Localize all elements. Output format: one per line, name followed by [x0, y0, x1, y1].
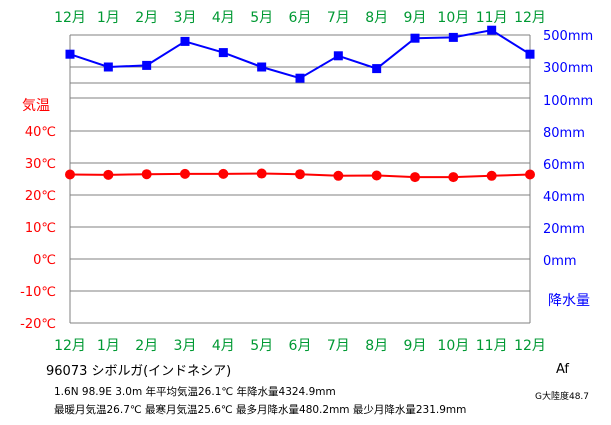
- top-month-label: 10月: [437, 10, 469, 26]
- bottom-month-label: 2月: [135, 338, 158, 354]
- temperature-tick-label: 30℃: [25, 157, 56, 172]
- temperature-series: [65, 168, 535, 183]
- precip-tick-label: 0mm: [543, 254, 577, 269]
- precip-tick-label: 40mm: [543, 190, 585, 205]
- precip-line: [69, 29, 531, 80]
- precip-axis-label: 降水量: [548, 293, 590, 309]
- precip-point: [142, 60, 152, 70]
- precip-tick-label: 60mm: [543, 158, 585, 173]
- top-month-label: 9月: [404, 10, 427, 26]
- station-name: 96073 シボルガ(インドネシア): [46, 364, 232, 379]
- temperature-tick-label: 10℃: [25, 221, 56, 236]
- temperature-tick-label: 20℃: [25, 189, 56, 204]
- precip-point: [257, 62, 267, 72]
- precip-point: [410, 33, 420, 43]
- precip-tick-label: 80mm: [543, 126, 585, 141]
- continentality-index: G大陸度48.7: [535, 392, 590, 402]
- temperature-point: [180, 168, 190, 179]
- temperature-point: [218, 168, 229, 179]
- temperature-tick-label: -10℃: [20, 285, 56, 300]
- bottom-month-label: 5月: [250, 338, 273, 354]
- precip-point: [103, 62, 113, 72]
- top-month-label: 12月: [514, 10, 546, 26]
- temperature-axis-label: 気温: [22, 98, 50, 114]
- precip-point: [372, 64, 382, 74]
- temperature-point: [371, 170, 382, 181]
- top-month-label: 6月: [289, 10, 312, 26]
- precip-point: [333, 51, 343, 61]
- bottom-month-label: 9月: [404, 338, 427, 354]
- precip-point: [487, 25, 497, 35]
- temperature-tick-label: 0℃: [33, 253, 56, 268]
- top-month-labels: 12月 1月 2月 3月 4月 5月 6月 7月 8月 9月 10月 11月 12月: [54, 10, 546, 26]
- bottom-month-label: 11月: [476, 338, 508, 354]
- temperature-tick-labels: 40℃ 30℃ 20℃ 10℃ 0℃ -10℃ -20℃: [20, 125, 56, 332]
- precip-point: [65, 49, 75, 59]
- precip-point: [180, 36, 190, 46]
- precip-point: [218, 48, 228, 58]
- top-month-label: 1月: [97, 10, 120, 26]
- temperature-point: [448, 172, 459, 183]
- top-month-label: 3月: [174, 10, 197, 26]
- temperature-point: [103, 169, 114, 180]
- temperature-point: [525, 169, 535, 180]
- precip-tick-label: 500mm: [543, 29, 593, 44]
- bottom-month-label: 1月: [97, 338, 120, 354]
- temperature-point: [65, 169, 75, 180]
- station-summary: 1.6N 98.9E 3.0m 年平均気温26.1℃ 年降水量4324.9mm: [54, 386, 336, 398]
- precipitation-series: [65, 25, 535, 83]
- top-month-label: 11月: [476, 10, 508, 26]
- temperature-point: [486, 170, 497, 181]
- precip-point: [448, 32, 458, 42]
- bottom-month-label: 12月: [514, 338, 546, 354]
- temperature-point: [295, 169, 305, 180]
- bottom-month-label: 12月: [54, 338, 86, 354]
- precip-tick-label: 20mm: [543, 222, 585, 237]
- bottom-month-label: 10月: [437, 338, 469, 354]
- precip-point: [295, 73, 305, 83]
- top-month-label: 8月: [365, 10, 388, 26]
- bottom-month-label: 4月: [212, 338, 235, 354]
- top-month-label: 2月: [135, 10, 158, 26]
- temperature-tick-label: 40℃: [25, 125, 56, 140]
- temperature-tick-label: -20℃: [20, 317, 56, 332]
- precip-point: [525, 49, 535, 59]
- bottom-month-label: 8月: [365, 338, 388, 354]
- temperature-point: [141, 169, 152, 180]
- climate-class: Af: [556, 362, 570, 377]
- top-month-label: 7月: [327, 10, 350, 26]
- temperature-point: [256, 168, 267, 179]
- bottom-month-label: 3月: [174, 338, 197, 354]
- bottom-month-labels: 12月 1月 2月 3月 4月 5月 6月 7月 8月 9月 10月 11月 12月: [54, 338, 546, 354]
- top-month-label: 5月: [250, 10, 273, 26]
- precip-tick-label: 300mm: [543, 61, 593, 76]
- bottom-month-label: 7月: [327, 338, 350, 354]
- temperature-point: [410, 172, 420, 183]
- top-month-label: 4月: [212, 10, 235, 26]
- top-month-label: 12月: [54, 10, 86, 26]
- precip-tick-labels: 500mm 300mm 100mm 80mm 60mm 40mm 20mm 0mm: [543, 29, 593, 269]
- bottom-month-label: 6月: [289, 338, 312, 354]
- precip-tick-label: 100mm: [543, 94, 593, 109]
- temperature-point: [333, 170, 344, 181]
- station-extremes: 最暖月気温26.7℃ 最寒月気温25.6℃ 最多月降水量480.2mm 最少月降…: [54, 404, 467, 416]
